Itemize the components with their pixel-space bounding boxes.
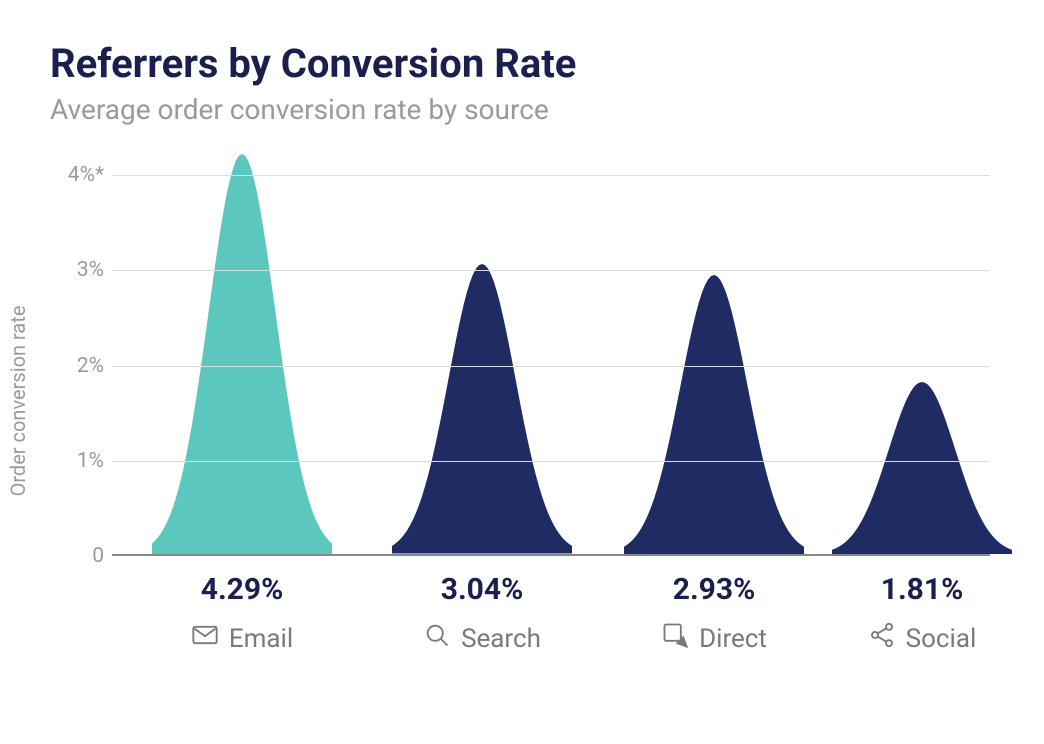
series-value: 1.81% (822, 572, 1022, 607)
y-tick-label: 1% (54, 449, 104, 473)
x-category: 2.93% Direct (614, 572, 814, 656)
x-axis-labels: 4.29%Email3.04%Search2.93%Direct1.81%Soc… (112, 572, 990, 652)
gridline (112, 175, 990, 176)
data-peak (832, 382, 1012, 554)
y-tick-label: 2% (54, 354, 104, 378)
series-label: Search (423, 621, 541, 656)
y-tick-label: 3% (54, 258, 104, 282)
x-category: 4.29% Email (142, 572, 342, 656)
plot-region: 01%2%3%4%* (112, 156, 990, 556)
series-label-text: Search (461, 624, 541, 654)
y-tick-label: 4%* (54, 163, 104, 187)
y-tick-label: 0 (54, 544, 104, 568)
x-category: 1.81% Social (822, 572, 1022, 656)
chart-area: Order conversion rate 01%2%3%4%* 4.29%Em… (50, 156, 990, 646)
data-peak (392, 264, 572, 554)
series-label: Direct (661, 621, 767, 656)
chart-title: Referrers by Conversion Rate (50, 40, 994, 87)
gridline (112, 366, 990, 367)
series-value: 2.93% (614, 572, 814, 607)
series-label-text: Direct (699, 624, 767, 654)
share-icon (868, 621, 896, 656)
search-icon (423, 621, 451, 656)
x-category: 3.04% Search (382, 572, 582, 656)
series-label-text: Social (906, 624, 977, 654)
gridline (112, 461, 990, 462)
peaks-layer (112, 156, 990, 554)
chart-card: Referrers by Conversion Rate Average ord… (0, 0, 1044, 744)
y-axis-label: Order conversion rate (6, 306, 30, 497)
series-value: 4.29% (142, 572, 342, 607)
direct-icon (661, 621, 689, 656)
series-label-text: Email (229, 624, 293, 654)
envelope-icon (191, 621, 219, 656)
series-label: Email (191, 621, 293, 656)
data-peak (152, 154, 332, 554)
data-peak (624, 275, 804, 554)
series-value: 3.04% (382, 572, 582, 607)
series-label: Social (868, 621, 977, 656)
gridline (112, 270, 990, 271)
chart-subtitle: Average order conversion rate by source (50, 93, 994, 126)
